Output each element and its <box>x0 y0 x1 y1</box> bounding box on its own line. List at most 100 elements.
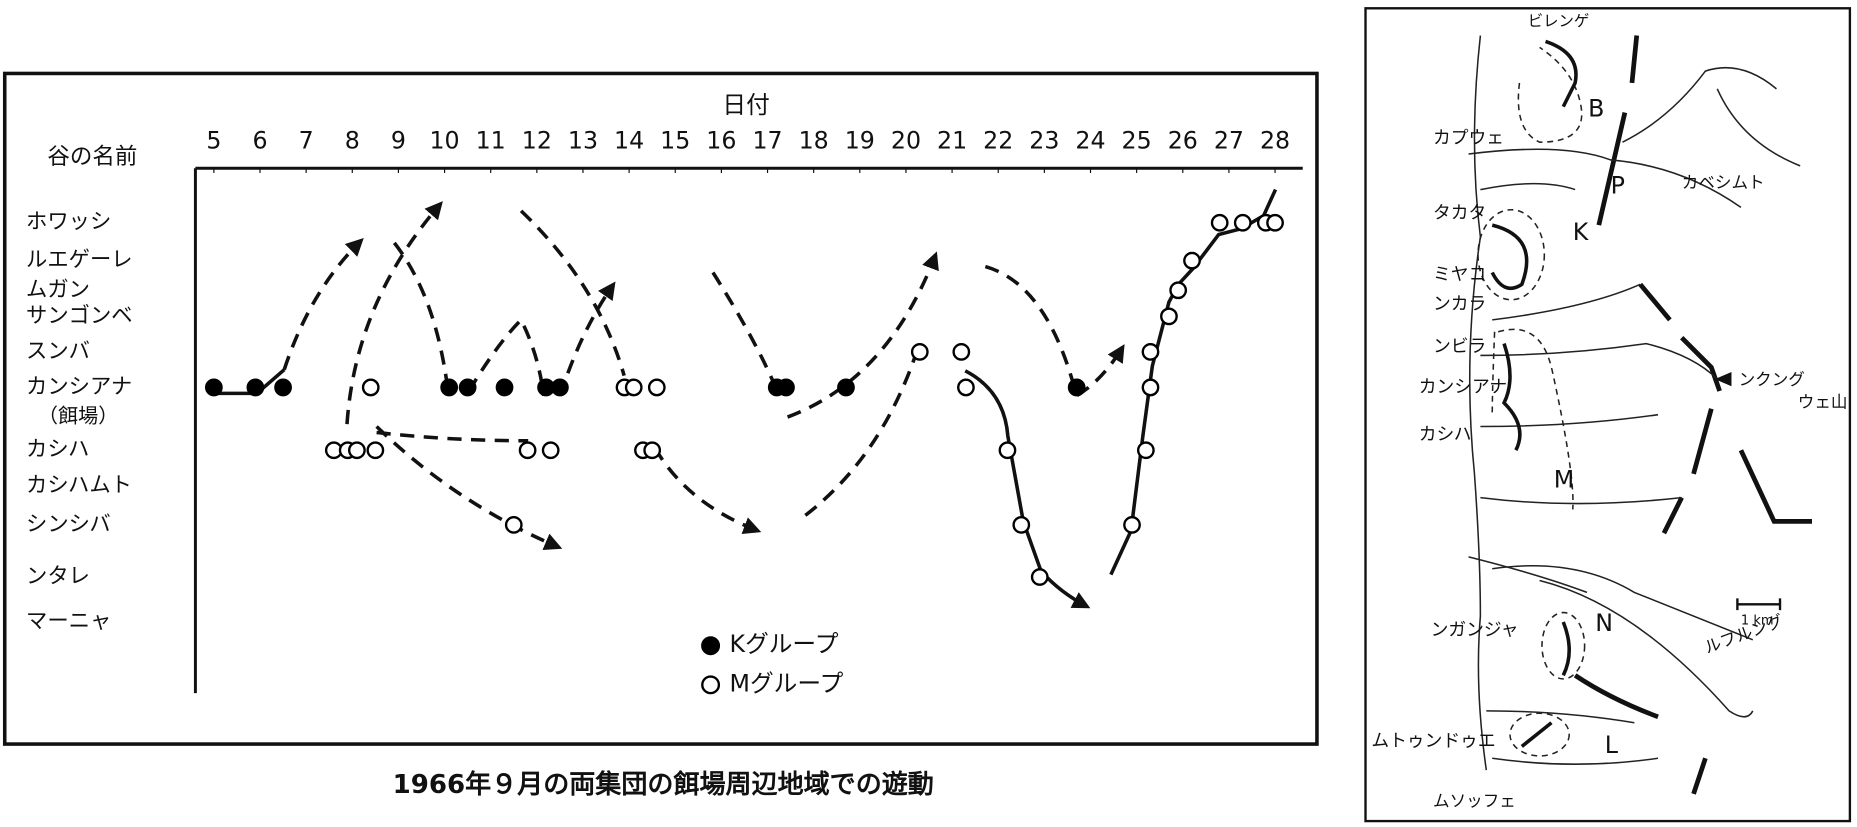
x-axis-label: 日付 <box>722 91 769 119</box>
y-category-label: カンシアナ <box>26 374 132 399</box>
data-point <box>1123 515 1141 534</box>
x-tick-label: 7 <box>299 127 314 155</box>
data-point <box>366 441 385 460</box>
data-point <box>541 441 560 460</box>
map-label: カシハ <box>1419 425 1472 445</box>
map-label: ウェ山 <box>1798 392 1848 411</box>
map-label: カンシアナ <box>1419 377 1507 397</box>
x-tick-label: 18 <box>799 127 829 155</box>
data-point <box>1210 213 1229 232</box>
data-point <box>458 378 477 397</box>
y-axis-label: 谷の名前 <box>47 144 137 170</box>
x-tick-label: 14 <box>614 127 644 155</box>
x-tick-label: 24 <box>1075 127 1105 155</box>
x-tick-label: 17 <box>752 127 782 155</box>
y-category-label: シンシバ <box>26 512 111 537</box>
data-point <box>1160 307 1178 326</box>
y-category-label: ンタレ <box>26 564 90 589</box>
map-frame <box>1364 7 1852 823</box>
map-label: K <box>1573 218 1590 246</box>
data-point <box>952 343 971 361</box>
data-point <box>1183 251 1201 270</box>
data-point <box>1136 441 1155 460</box>
map-label: カベシムト <box>1682 173 1765 192</box>
map-label: 1 km <box>1741 613 1774 628</box>
data-point <box>837 378 855 397</box>
map-label: B <box>1588 95 1604 123</box>
data-point <box>348 441 366 460</box>
x-tick-label: 19 <box>845 127 875 155</box>
data-point <box>504 515 523 534</box>
trajectories <box>213 188 1278 609</box>
x-tick-label: 9 <box>391 127 406 155</box>
map-label: ムトゥンドゥエ <box>1371 732 1495 752</box>
data-point <box>1067 378 1086 397</box>
data-point <box>1169 281 1188 300</box>
legend: Kグループ Mグループ <box>701 630 844 697</box>
legend-marker <box>701 675 721 695</box>
map-features <box>1468 35 1812 795</box>
legend-label: Mグループ <box>730 669 844 697</box>
data-point <box>647 378 666 397</box>
data-point <box>274 378 292 397</box>
x-tick-label: 21 <box>937 127 967 155</box>
map-label: M <box>1554 466 1574 494</box>
x-tick-label: 26 <box>1168 127 1198 155</box>
map-label: L <box>1605 731 1619 759</box>
data-point <box>495 378 514 397</box>
data-point <box>777 378 795 397</box>
y-category-label: マーニャ <box>26 609 111 634</box>
x-tick-label: 8 <box>345 127 360 155</box>
map-label: ムソッフェ <box>1433 792 1516 811</box>
x-tick-label: 23 <box>1029 127 1059 155</box>
data-point <box>1141 378 1160 397</box>
data-point <box>1233 213 1252 232</box>
data-point <box>624 378 643 397</box>
y-category-label: サンゴンベ <box>26 303 133 328</box>
x-tick-label: 25 <box>1122 127 1152 155</box>
y-category-label: ホワッシ <box>26 210 111 235</box>
map-label: タカタ <box>1433 202 1486 223</box>
map-label: P <box>1611 172 1625 200</box>
y-category-label: ムガン <box>26 277 90 302</box>
x-tick-label: 13 <box>568 127 598 155</box>
data-point <box>246 378 265 397</box>
x-tick-label: 20 <box>891 127 921 155</box>
x-tick-label: 27 <box>1214 127 1244 155</box>
map-label: N <box>1595 609 1613 637</box>
y-category-label: スンバ <box>26 339 90 364</box>
x-tick-label: 22 <box>983 127 1013 155</box>
plot-area: 5 6 7 8 9 10 11 12 13 14 15 16 17 18 19 20 21 22 23 24 25 26 2… <box>26 127 1290 634</box>
data-point <box>518 441 537 460</box>
map-label: ビレンゲ <box>1528 12 1589 30</box>
caption: 1966年９月の両集団の餌場周辺地域での遊動 <box>393 769 934 800</box>
legend-label: Kグループ <box>730 630 839 658</box>
data-point <box>204 378 223 397</box>
x-tick-label: 6 <box>252 127 267 155</box>
x-tick-label: 11 <box>476 127 506 155</box>
map-label: カプウェ <box>1433 128 1504 149</box>
x-tick-label: 10 <box>429 127 459 155</box>
x-tick-label: 16 <box>706 127 736 155</box>
y-category-label: ルエゲーレ <box>26 248 133 273</box>
x-tick-label: 5 <box>206 127 221 155</box>
data-point <box>643 441 662 460</box>
x-tick-label: 15 <box>660 127 690 155</box>
chart-frame <box>2 71 1319 746</box>
map-label: ンガンジャ <box>1431 619 1519 640</box>
legend-marker <box>701 636 721 656</box>
data-point <box>957 378 975 397</box>
data-point <box>998 441 1017 460</box>
data-point <box>1030 568 1049 586</box>
y-category-label: カシハ <box>26 437 89 462</box>
data-point <box>551 378 569 397</box>
map-label: ンクング <box>1739 370 1805 389</box>
data-point <box>1141 343 1160 361</box>
x-tick-label: 12 <box>522 127 552 155</box>
data-point <box>910 343 929 361</box>
x-tick-label: 28 <box>1260 127 1290 155</box>
map-label: ンビラ <box>1433 336 1486 357</box>
